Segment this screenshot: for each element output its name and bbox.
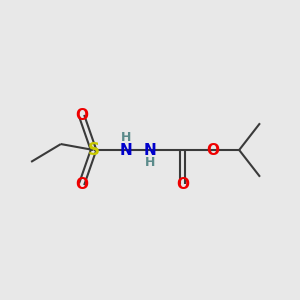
Text: O: O <box>75 177 88 192</box>
Text: H: H <box>121 131 131 144</box>
Text: O: O <box>206 142 219 158</box>
Text: N: N <box>120 142 133 158</box>
Text: O: O <box>176 177 189 192</box>
Text: O: O <box>75 108 88 123</box>
Text: N: N <box>144 142 156 158</box>
Text: S: S <box>88 141 100 159</box>
Text: H: H <box>145 156 155 169</box>
